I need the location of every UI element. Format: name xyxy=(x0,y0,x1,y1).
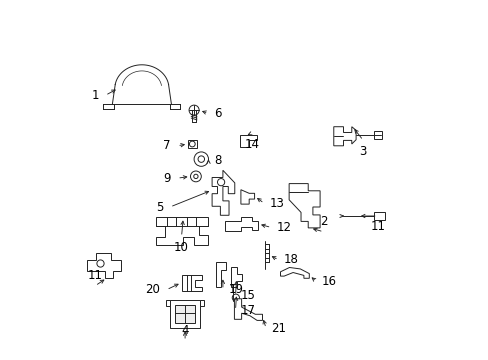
Polygon shape xyxy=(215,262,225,287)
Polygon shape xyxy=(87,253,121,278)
Text: 11: 11 xyxy=(87,269,102,282)
Text: 5: 5 xyxy=(156,201,163,213)
Text: 9: 9 xyxy=(163,172,170,185)
Bar xyxy=(175,305,195,323)
Circle shape xyxy=(232,294,239,301)
Polygon shape xyxy=(224,217,258,231)
Text: 17: 17 xyxy=(241,304,255,317)
Bar xyxy=(373,131,381,139)
Polygon shape xyxy=(212,170,234,215)
Circle shape xyxy=(97,260,104,267)
Bar xyxy=(200,300,203,306)
Text: 12: 12 xyxy=(276,221,291,234)
Polygon shape xyxy=(231,267,242,287)
Circle shape xyxy=(189,141,195,147)
Text: 10: 10 xyxy=(174,241,188,254)
Text: 1: 1 xyxy=(91,89,99,102)
Polygon shape xyxy=(280,267,309,278)
Text: 4: 4 xyxy=(181,324,188,337)
Text: 21: 21 xyxy=(271,322,286,335)
Polygon shape xyxy=(234,299,262,320)
Text: 16: 16 xyxy=(321,275,336,288)
Circle shape xyxy=(194,152,208,166)
Circle shape xyxy=(217,179,224,186)
Circle shape xyxy=(193,174,198,179)
Text: 11: 11 xyxy=(369,220,385,233)
Circle shape xyxy=(198,156,204,162)
Polygon shape xyxy=(333,127,355,146)
Bar xyxy=(373,212,384,220)
Circle shape xyxy=(190,171,201,182)
Text: 6: 6 xyxy=(213,107,221,120)
Text: 14: 14 xyxy=(244,138,259,150)
Text: 13: 13 xyxy=(269,197,284,210)
Text: 2: 2 xyxy=(319,215,327,228)
Bar xyxy=(170,300,200,328)
Text: 3: 3 xyxy=(359,145,366,158)
Text: 15: 15 xyxy=(241,289,255,302)
Polygon shape xyxy=(240,135,257,147)
Text: 18: 18 xyxy=(284,253,298,266)
Polygon shape xyxy=(288,184,320,228)
Polygon shape xyxy=(241,190,254,204)
Text: 7: 7 xyxy=(163,139,170,152)
Text: 8: 8 xyxy=(213,154,221,167)
Text: 20: 20 xyxy=(145,283,160,296)
Circle shape xyxy=(189,105,199,115)
Text: 19: 19 xyxy=(228,283,243,296)
Bar xyxy=(187,140,196,148)
Bar xyxy=(166,300,170,306)
Polygon shape xyxy=(156,217,208,245)
Polygon shape xyxy=(181,275,202,291)
